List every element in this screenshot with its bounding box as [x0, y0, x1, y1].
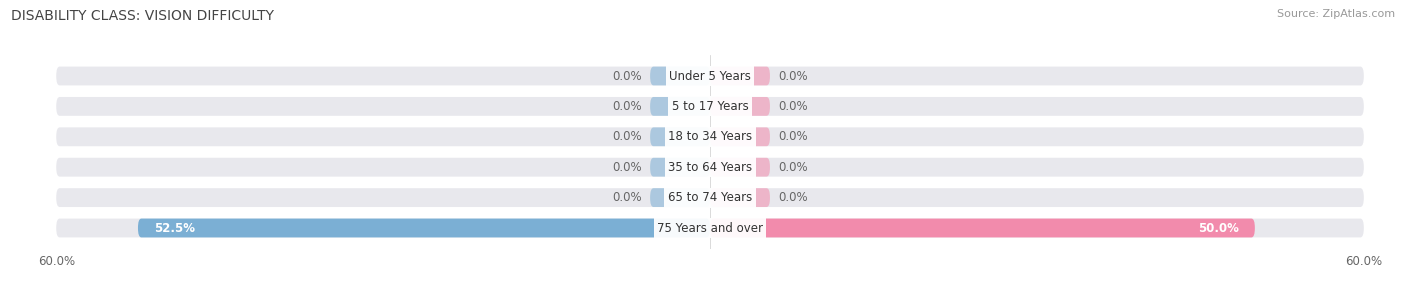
Text: 0.0%: 0.0%	[612, 161, 641, 174]
FancyBboxPatch shape	[56, 67, 1364, 85]
FancyBboxPatch shape	[710, 219, 1256, 237]
FancyBboxPatch shape	[710, 158, 770, 177]
Text: 50.0%: 50.0%	[1198, 222, 1239, 234]
Text: 0.0%: 0.0%	[612, 191, 641, 204]
Text: 0.0%: 0.0%	[779, 191, 808, 204]
Text: 18 to 34 Years: 18 to 34 Years	[668, 130, 752, 143]
FancyBboxPatch shape	[650, 127, 710, 146]
Text: DISABILITY CLASS: VISION DIFFICULTY: DISABILITY CLASS: VISION DIFFICULTY	[11, 9, 274, 23]
Text: 5 to 17 Years: 5 to 17 Years	[672, 100, 748, 113]
Text: Under 5 Years: Under 5 Years	[669, 70, 751, 82]
FancyBboxPatch shape	[56, 127, 1364, 146]
FancyBboxPatch shape	[710, 188, 770, 207]
FancyBboxPatch shape	[56, 188, 1364, 207]
Text: 0.0%: 0.0%	[612, 70, 641, 82]
FancyBboxPatch shape	[710, 97, 770, 116]
Text: 0.0%: 0.0%	[779, 70, 808, 82]
Text: Source: ZipAtlas.com: Source: ZipAtlas.com	[1277, 9, 1395, 19]
Text: 35 to 64 Years: 35 to 64 Years	[668, 161, 752, 174]
FancyBboxPatch shape	[56, 158, 1364, 177]
FancyBboxPatch shape	[650, 188, 710, 207]
Text: 0.0%: 0.0%	[612, 130, 641, 143]
Text: 0.0%: 0.0%	[612, 100, 641, 113]
FancyBboxPatch shape	[56, 219, 1364, 237]
FancyBboxPatch shape	[138, 219, 710, 237]
FancyBboxPatch shape	[710, 127, 770, 146]
FancyBboxPatch shape	[56, 97, 1364, 116]
FancyBboxPatch shape	[710, 67, 770, 85]
FancyBboxPatch shape	[650, 97, 710, 116]
FancyBboxPatch shape	[650, 67, 710, 85]
FancyBboxPatch shape	[650, 158, 710, 177]
Text: 52.5%: 52.5%	[155, 222, 195, 234]
Text: 0.0%: 0.0%	[779, 100, 808, 113]
Text: 75 Years and over: 75 Years and over	[657, 222, 763, 234]
Text: 0.0%: 0.0%	[779, 130, 808, 143]
Text: 0.0%: 0.0%	[779, 161, 808, 174]
Text: 65 to 74 Years: 65 to 74 Years	[668, 191, 752, 204]
